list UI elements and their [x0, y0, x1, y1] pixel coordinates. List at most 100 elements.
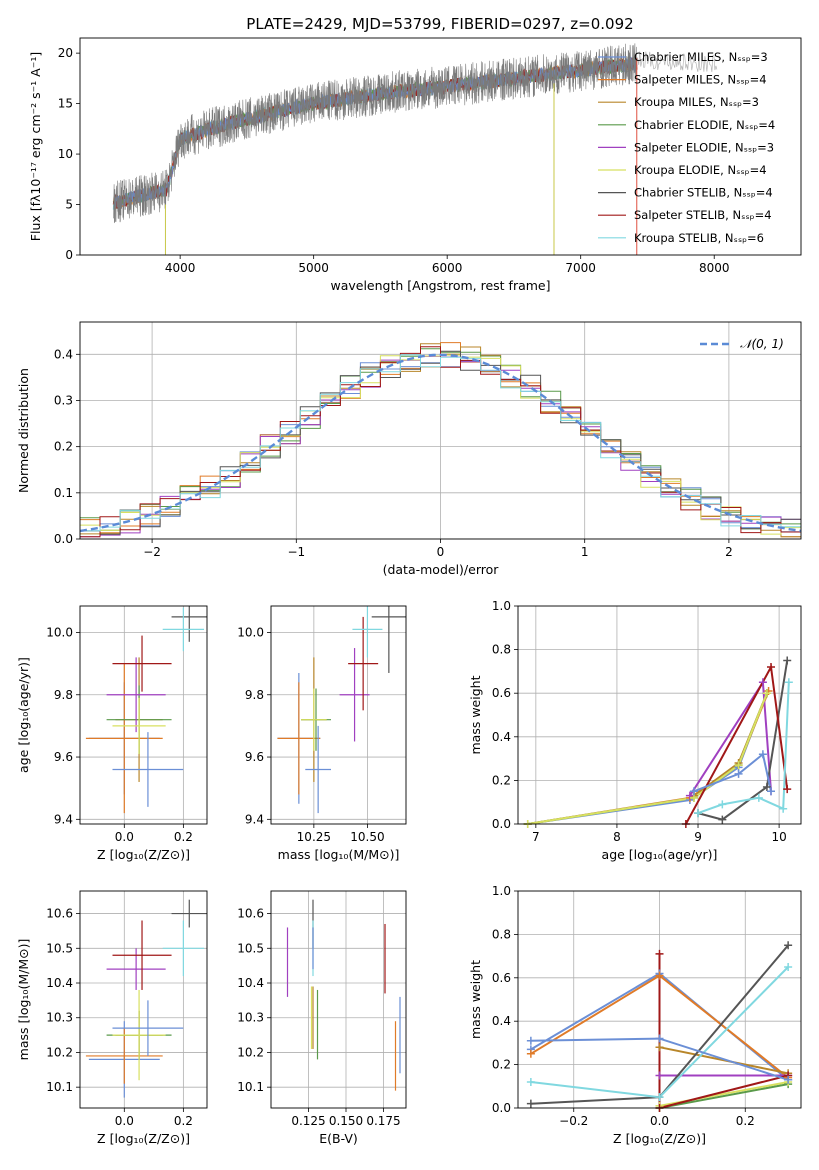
weight-vs-age-ylabel: mass weight [468, 675, 483, 754]
weight-vs-age-xtick-label-3: 10 [771, 830, 786, 844]
age-vs-mass-point-5 [301, 688, 327, 751]
weight-vs-age-frame [517, 605, 802, 825]
weight-vs-Z-series-line-3 [659, 1083, 789, 1108]
mass-vs-EBV-ytick-label-1: 10.2 [237, 1045, 264, 1059]
weight-vs-age-series-line-4 [689, 679, 772, 797]
mass-vs-Z-ytick-label-4: 10.5 [46, 941, 73, 955]
spectrum-legend-label-7: Salpeter STELIB, Nₛₛₚ=4 [634, 208, 772, 222]
mass-vs-EBV-xtick-label-2: 0.175 [366, 1114, 400, 1128]
weight-vs-Z-marker-8-0 [526, 1077, 535, 1086]
mass-vs-Z-point-7 [112, 920, 172, 990]
age-vs-mass-point-6 [371, 606, 406, 673]
figure-title: PLATE=2429, MJD=53799, FIBERID=0297, z=0… [246, 15, 633, 33]
age-vs-Z-ytick-label-3: 10.0 [46, 625, 73, 639]
weight-vs-age-marker-5-3 [762, 689, 771, 698]
mass-vs-Z-point-9 [112, 1000, 184, 1056]
weight-vs-Z-marker-6-2 [784, 941, 793, 950]
mass-vs-Z-plot-area [80, 891, 207, 1108]
age-vs-mass-xtick-label-1: 10.50 [350, 830, 384, 844]
histogram-chart: −2 −1 0 1 2 0.0 0.1 0.2 0.3 0.4 (data-model)/error… [16, 321, 802, 577]
histogram-xlabel: (data-model)/error [383, 562, 500, 577]
weight-vs-age-marker-8-2 [754, 793, 763, 802]
mass-vs-EBV-frame [270, 890, 407, 1109]
histogram-xtick-label-0: −2 [143, 545, 161, 559]
weight-vs-age-marker-8-3 [779, 804, 788, 813]
spectrum-ytick-label-0: 0 [65, 248, 73, 262]
mass-vs-EBV-xlabel: E(B-V) [319, 1131, 358, 1146]
age-vs-mass-plot-area [271, 606, 406, 824]
weight-vs-Z-marker-6-0 [526, 1099, 535, 1108]
mass-vs-Z-chart: 0.0 0.2 10.1 10.2 10.3 10.4 10.5 10.6 Z [log₁₀(Z… [16, 890, 208, 1146]
weight-vs-Z-ytick-label-5: 1.0 [492, 884, 511, 898]
spectrum-ylabel: Flux [fλ10⁻¹⁷ erg cm⁻² s⁻¹ A⁻¹] [28, 52, 43, 241]
weight-vs-age-marker-6-2 [762, 782, 771, 791]
mass-vs-Z-point-4 [106, 948, 166, 990]
weight-vs-Z-chart: −0.2 0.0 0.2 0.0 0.2 0.4 0.6 0.8 1.0 Z [log₁₀(Z/Z… [468, 884, 802, 1146]
spectrum-xlabel: wavelength [Angstrom, rest frame] [330, 278, 550, 293]
age-vs-mass-xtick-label-0: 10.25 [297, 830, 331, 844]
weight-vs-Z-ylabel: mass weight [468, 960, 483, 1039]
weight-vs-age-marker-9-1 [734, 769, 743, 778]
spectrum-legend-label-1: Salpeter MILES, Nₛₛₚ=4 [634, 73, 767, 87]
weight-vs-age-marker-8-4 [784, 678, 793, 687]
mass-vs-EBV-xtick-label-1: 0.150 [329, 1114, 363, 1128]
age-vs-Z-point-9 [112, 732, 184, 807]
weight-vs-age-xtick-label-0: 7 [532, 830, 540, 844]
weight-vs-Z-marker-8-1 [655, 1093, 664, 1102]
weight-vs-Z-ytick-label-2: 0.4 [492, 1014, 511, 1028]
weight-vs-age-marker-8-0 [694, 809, 703, 818]
histogram-ylabel: Normed distribution [16, 368, 31, 493]
mass-vs-Z-point-8 [162, 920, 205, 977]
weight-vs-Z-marker-9-2 [784, 1075, 793, 1084]
spectrum-ytick-label-1: 5 [65, 198, 73, 212]
histogram-ytick-label-4: 0.4 [54, 347, 73, 361]
age-vs-mass-point-4 [339, 648, 370, 742]
mass-vs-EBV-ytick-label-5: 10.6 [237, 907, 264, 921]
spectrum-legend-label-2: Kroupa MILES, Nₛₛₚ=3 [634, 95, 759, 109]
age-vs-Z-xtick-label-1: 0.2 [174, 830, 193, 844]
weight-vs-Z-marker-2-0 [655, 1043, 664, 1052]
histogram-frame [79, 321, 802, 540]
age-vs-mass-ytick-label-0: 9.4 [245, 812, 264, 826]
spectrum-legend-label-3: Chabrier ELODIE, Nₛₛₚ=4 [634, 118, 775, 132]
weight-vs-Z-series-line-7 [658, 953, 789, 1108]
mass-vs-Z-xtick-label-0: 0.0 [115, 1114, 134, 1128]
mass-vs-EBV-plot-area [271, 891, 406, 1108]
age-vs-mass-ytick-label-3: 10.0 [237, 625, 264, 639]
histogram-xtick-label-4: 2 [725, 545, 733, 559]
weight-vs-Z-ytick-label-0: 0.0 [492, 1101, 511, 1115]
spectrum-ytick-label-2: 10 [58, 147, 73, 161]
weight-vs-age-ytick-label-2: 0.4 [492, 730, 511, 744]
spectrum-xtick-label-0: 4000 [165, 261, 196, 275]
mass-vs-Z-point-1 [85, 1028, 163, 1084]
spectrum-legend-label-0: Chabrier MILES, Nₛₛₚ=3 [634, 50, 768, 64]
mass-vs-Z-ylabel: mass [log₁₀(M/M⊙)] [16, 939, 31, 1061]
spectrum-legend-label-6: Chabrier STELIB, Nₛₛₚ=4 [634, 186, 773, 200]
weight-vs-Z-ytick-label-1: 0.2 [492, 1058, 511, 1072]
weight-vs-age-xtick-label-1: 8 [613, 830, 621, 844]
mass-vs-EBV-ytick-label-3: 10.4 [237, 976, 264, 990]
weight-vs-age-series-line-6 [697, 660, 789, 821]
age-vs-Z-ytick-label-0: 9.4 [54, 812, 73, 826]
mass-vs-Z-ytick-label-2: 10.3 [46, 1011, 73, 1025]
age-vs-mass-ytick-label-1: 9.6 [245, 750, 264, 764]
weight-vs-age-marker-6-1 [718, 815, 727, 824]
age-vs-Z-point-5 [112, 697, 166, 754]
weight-vs-Z-xtick-label-0: −0.2 [559, 1114, 588, 1128]
weight-vs-age-marker-7-1 [766, 663, 775, 672]
weight-vs-age-ytick-label-0: 0.0 [492, 817, 511, 831]
histogram-ytick-label-1: 0.1 [54, 486, 73, 500]
mass-vs-Z-ytick-label-0: 10.1 [46, 1080, 73, 1094]
weight-vs-age-plot-area [518, 606, 801, 824]
age-vs-Z-xlabel: Z [log₁₀(Z/Z⊙)] [97, 847, 190, 862]
mass-vs-Z-frame [79, 890, 208, 1109]
spectrum-frame [79, 37, 802, 256]
histogram-ytick-label-0: 0.0 [54, 532, 73, 546]
weight-vs-Z-marker-1-1 [655, 971, 664, 980]
mass-vs-EBV-chart: 0.125 0.150 0.175 10.1 10.2 10.3 10.4 10.5 10.6 E… [237, 890, 407, 1146]
weight-vs-age-ytick-label-4: 0.8 [492, 643, 511, 657]
spectrum-tail-line [636, 51, 718, 73]
histogram-series-line-8 [80, 354, 801, 532]
age-vs-mass-point-1 [277, 682, 321, 795]
